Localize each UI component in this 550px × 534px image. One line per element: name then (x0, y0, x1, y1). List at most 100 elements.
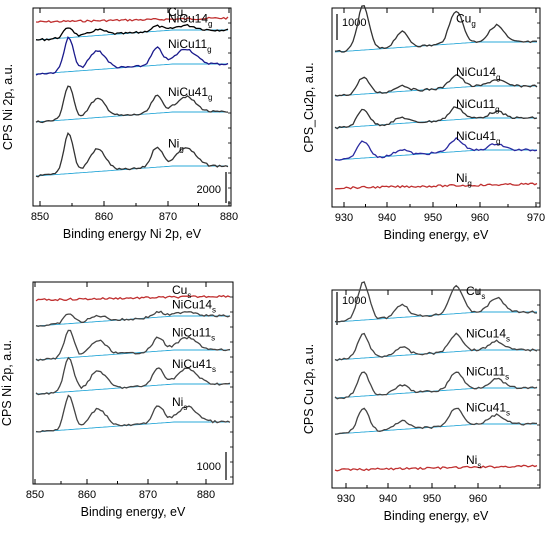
panel2-baseline-nicu14-g (334, 85, 537, 97)
panel3-x-tick-label: 880 (197, 489, 215, 501)
panel3-baseline-nicu41-s (35, 383, 230, 395)
series-label-subscript: s (212, 305, 216, 314)
panel4-series-nicu41-s (334, 407, 538, 435)
panel1-x-tick-label: 870 (159, 211, 177, 223)
panel1-series-label-ni: Nig (168, 137, 184, 154)
panel3-series-nicu14-s (35, 310, 231, 327)
panel2-series-label-nicu41: NiCu41g (456, 129, 500, 146)
panel3-y-axis-label: CPS Ni 2p, a.u. (0, 340, 14, 426)
series-label-subscript: g (207, 45, 211, 54)
panel2-y-axis-label: CPS_Cu2p, a.u. (302, 62, 316, 152)
panel4-baseline-nicu11-s (334, 387, 537, 399)
panel2-series-nicu11-g (334, 106, 538, 130)
series-label-subscript: s (477, 461, 481, 470)
panel1-baseline-ni-g (35, 165, 228, 177)
series-label-subscript: g (496, 137, 500, 146)
series-label-subscript: g (467, 179, 471, 188)
panel3-scale-bar-label: 1000 (197, 461, 221, 473)
panel4-series-label-cu: Cus (466, 284, 485, 301)
panel2-series-ni-g (334, 182, 538, 190)
panel3-frame (32, 281, 234, 485)
panel4-series-label-nicu14: NiCu14s (466, 327, 510, 344)
panel1-scale-bar-label: 2000 (197, 184, 221, 196)
panel1-x-tick-label: 860 (95, 211, 113, 223)
panel1-series-nicu11-g (35, 35, 229, 76)
panel3-x-tick-label: 860 (78, 489, 96, 501)
panel3-baseline-nicu14-s (35, 315, 230, 327)
series-label-subscript: g (208, 19, 212, 28)
panel2-x-tick-label: 970 (527, 212, 545, 224)
series-label-subscript: g (471, 20, 475, 29)
panel3-series-label-ni: Nis (172, 395, 187, 412)
series-label-subscript: s (211, 333, 215, 342)
panel1-series-nicu14-g (35, 23, 229, 42)
panel4-baseline-cu-s (334, 311, 537, 323)
panel1-baseline-nicu41-g (35, 111, 228, 123)
panel2-x-axis-label: Binding energy, eV (384, 228, 489, 242)
panel1-series-ni-g (35, 131, 229, 178)
panel4-x-tick-label: 940 (379, 493, 397, 505)
panel3-series-label-cu: Cus (172, 283, 191, 300)
panel3-series-label-nicu14: NiCu14s (172, 297, 216, 314)
panel3-series-nicu41-s (35, 356, 231, 396)
panel2-baseline-nicu11-g (334, 117, 537, 129)
series-label-subscript: g (208, 93, 212, 102)
panel2-baseline-nicu41-g (334, 149, 537, 161)
panel4-frame (331, 289, 541, 489)
panel2-x-tick-label: 960 (471, 212, 489, 224)
panel3-x-axis-label: Binding energy, eV (81, 505, 186, 519)
panel2-scale-bar-label: 1000 (342, 17, 366, 29)
panel1-baseline-nicu11-g (35, 63, 228, 75)
panel2-baseline-cu-g (334, 41, 537, 53)
panel1-series-label-nicu11: NiCu11g (168, 37, 212, 54)
panel2-series-label-cu: Cug (456, 12, 476, 29)
panel1-x-tick-label: 880 (220, 211, 238, 223)
panel2-series-label-nicu11: NiCu11g (456, 97, 500, 114)
series-label-subscript: s (212, 365, 216, 374)
panel3-series-label-nicu41: NiCu41s (172, 357, 216, 374)
panel1-series-cu-g (35, 16, 229, 24)
panel3-series-ni-s (35, 394, 231, 433)
panel2-frame (331, 7, 541, 208)
panel1-frame (32, 7, 232, 207)
panel2-x-tick-label: 930 (335, 212, 353, 224)
series-label-subscript: s (506, 335, 510, 344)
panel4-series-label-nicu11: NiCu11s (466, 365, 509, 382)
panel3-baseline-ni-s (35, 421, 230, 433)
panel1-series-nicu41-g (35, 85, 229, 124)
series-label-subscript: g (179, 145, 183, 154)
panel3-series-nicu11-s (35, 329, 231, 362)
series-label-subscript: g (183, 13, 187, 22)
panel2-series-nicu14-g (334, 74, 538, 97)
panel4-x-tick-label: 950 (423, 493, 441, 505)
panel3-series-cu-s (35, 294, 231, 302)
panel2-series-cu-g (334, 4, 538, 53)
series-label-subscript: s (505, 373, 509, 382)
series-label-subscript: g (496, 73, 500, 82)
panel2-x-tick-label: 940 (378, 212, 396, 224)
panel4-series-nicu11-s (334, 371, 538, 400)
panel1-x-axis-label: Binding energy Ni 2p, eV (63, 227, 202, 241)
panel2-x-tick-label: 950 (424, 212, 442, 224)
panel3-x-tick-label: 850 (26, 489, 44, 501)
panel4-scale-bar-label: 1000 (342, 295, 366, 307)
panel1-y-axis-label: CPS Ni 2p, a.u. (1, 64, 15, 150)
panel4-x-tick-label: 930 (337, 493, 355, 505)
panel2-series-nicu41-g (334, 136, 538, 161)
panel1-series-label-nicu41: NiCu41g (168, 85, 212, 102)
panel3-series-label-nicu11: NiCu11s (172, 325, 215, 342)
series-label-subscript: g (495, 105, 499, 114)
panel4-series-cu-s (334, 281, 538, 323)
panel4-series-label-nicu41: NiCu41s (466, 401, 510, 418)
panel4-baseline-nicu41-s (334, 423, 537, 435)
panel4-series-ni-s (334, 464, 538, 472)
series-label-subscript: s (187, 291, 191, 300)
panel1-x-tick-label: 850 (31, 211, 49, 223)
series-label-subscript: s (506, 409, 510, 418)
panel1-series-label-nicu14: NiCu14g (168, 11, 212, 28)
panel4-series-nicu14-s (334, 332, 538, 362)
panel1-series-label-cu: Cug (168, 5, 188, 22)
panel4-x-axis-label: Binding energy, eV (384, 509, 489, 523)
